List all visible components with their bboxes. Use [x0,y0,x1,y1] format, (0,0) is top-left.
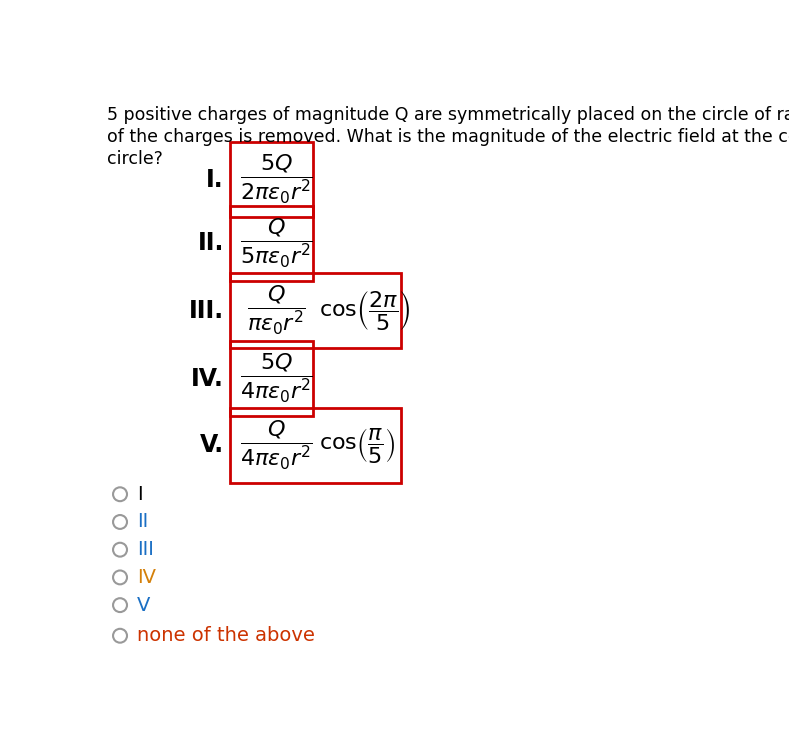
Text: V: V [137,596,151,615]
Text: V.: V. [200,433,224,457]
Text: $\dfrac{5Q}{2\pi\varepsilon_0 r^2}$: $\dfrac{5Q}{2\pi\varepsilon_0 r^2}$ [240,153,312,206]
Text: $\cos\!\left(\dfrac{2\pi}{5}\right)$: $\cos\!\left(\dfrac{2\pi}{5}\right)$ [319,289,410,332]
Text: $\dfrac{Q}{5\pi\varepsilon_0 r^2}$: $\dfrac{Q}{5\pi\varepsilon_0 r^2}$ [240,217,312,269]
Text: $\dfrac{5Q}{4\pi\varepsilon_0 r^2}$: $\dfrac{5Q}{4\pi\varepsilon_0 r^2}$ [240,352,312,405]
Text: $\cos\!\left(\dfrac{\pi}{5}\right)$: $\cos\!\left(\dfrac{\pi}{5}\right)$ [319,426,395,465]
Text: I.: I. [207,167,224,191]
Text: II: II [137,512,148,532]
Text: circle?: circle? [107,150,163,168]
Text: IV.: IV. [191,367,224,391]
Text: none of the above: none of the above [137,626,315,645]
Text: $\dfrac{Q}{4\pi\varepsilon_0 r^2}$: $\dfrac{Q}{4\pi\varepsilon_0 r^2}$ [240,419,312,472]
Text: II.: II. [197,231,224,255]
Text: of the charges is removed. What is the magnitude of the electric field at the ce: of the charges is removed. What is the m… [107,128,789,146]
Text: $\dfrac{Q}{\pi\varepsilon_0 r^2}$: $\dfrac{Q}{\pi\varepsilon_0 r^2}$ [247,284,305,338]
Text: 5 positive charges of magnitude Q are symmetrically placed on the circle of radi: 5 positive charges of magnitude Q are sy… [107,106,789,124]
Text: IV: IV [137,568,156,587]
Text: III.: III. [189,298,224,322]
Text: III: III [137,540,154,560]
Text: I: I [137,484,143,504]
